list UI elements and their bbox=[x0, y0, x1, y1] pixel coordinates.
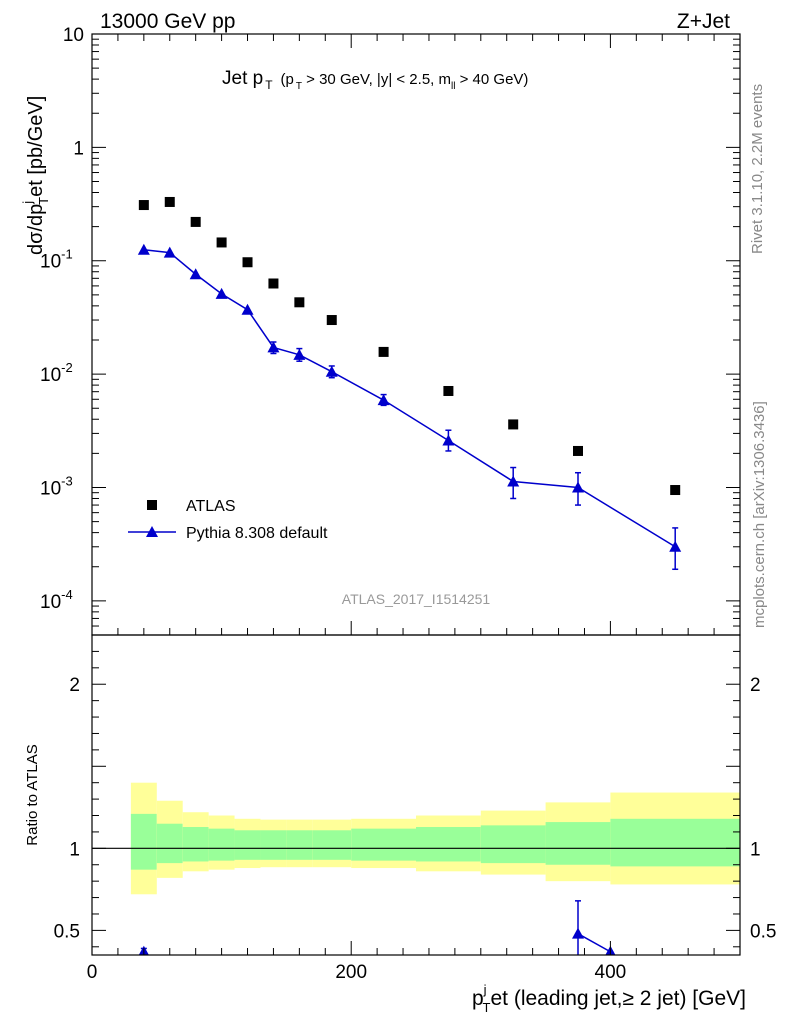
main-y-tick-label: 10-3 bbox=[40, 473, 73, 499]
title-cuts-b-sub: ll bbox=[451, 81, 455, 92]
title-cuts-c: > 40 GeV) bbox=[455, 71, 528, 88]
ratio-band-inner bbox=[156, 823, 183, 864]
ratio-y-tick-label-left: 0.5 bbox=[54, 921, 80, 942]
ratio-y-tick-label-right: 2 bbox=[750, 675, 761, 696]
legend-label-mc: Pythia 8.308 default bbox=[186, 525, 328, 542]
main-y-tick-label: 10-2 bbox=[40, 360, 73, 386]
mc-point bbox=[442, 434, 455, 446]
ratio-x-tick-label: 200 bbox=[335, 962, 367, 983]
atlas-point bbox=[242, 257, 253, 268]
side-label-rivet: Rivet 3.1.10, 2.2M events bbox=[749, 84, 766, 254]
atlas-point bbox=[443, 385, 454, 396]
plot-title: Jet p T (p T > 30 GeV, |y| < 2.5, mll > 40 … bbox=[222, 68, 528, 92]
atlas-point bbox=[508, 419, 519, 430]
mc-point bbox=[241, 303, 254, 315]
ratio-band-inner bbox=[260, 830, 287, 860]
mc-point bbox=[377, 394, 390, 406]
ratio-mc-group bbox=[138, 900, 616, 955]
ratio-band-inner bbox=[130, 813, 157, 870]
atlas-point bbox=[670, 485, 681, 496]
main-frame bbox=[91, 33, 741, 636]
title-main-sub: T bbox=[265, 78, 273, 92]
mc-point bbox=[293, 348, 306, 360]
ratio-mc-line bbox=[577, 933, 611, 953]
ratio-y-tick-label-left: 2 bbox=[69, 675, 80, 696]
mc-point bbox=[325, 365, 338, 377]
main-y-tick-label-base: 10 bbox=[40, 252, 61, 273]
ratio-band-inner bbox=[182, 827, 209, 862]
main-y-tick-label: 10-4 bbox=[40, 587, 73, 613]
legend-label-atlas: ATLAS bbox=[186, 498, 236, 515]
x-axis-title-post: et (leading jet,≥ 2 jet) [GeV] bbox=[491, 987, 747, 1010]
atlas-point bbox=[378, 346, 389, 357]
ratio-band-inner bbox=[312, 830, 352, 860]
ratio-x-tick-label: 0 bbox=[87, 962, 98, 983]
title-cuts-b: > 30 GeV, |y| < 2.5, m bbox=[302, 71, 451, 88]
main-y-tick-label-exp: -4 bbox=[61, 587, 73, 602]
atlas-point bbox=[326, 315, 337, 326]
main-y-tick-label: 1 bbox=[73, 138, 84, 159]
ratio-mc-point bbox=[572, 927, 584, 939]
y-axis-title-pre: dσ/dp bbox=[25, 204, 47, 255]
atlas-point bbox=[164, 196, 175, 207]
title-cuts-a: (p bbox=[281, 71, 294, 88]
mc-point bbox=[189, 268, 202, 280]
side-label-source: mcplots.cern.ch [arXiv:1306.3436] bbox=[751, 401, 768, 628]
x-axis-title-sup: j bbox=[483, 982, 487, 997]
title-cuts-a-sub: T bbox=[296, 81, 302, 92]
title-main: Jet p bbox=[222, 68, 263, 89]
mc-point bbox=[507, 475, 520, 487]
main-y-tick-label: 10-1 bbox=[40, 247, 73, 273]
mc-point bbox=[163, 246, 176, 258]
mc-point bbox=[572, 481, 584, 493]
main-y-tick-label: 10 bbox=[63, 25, 84, 46]
legend-marker-mc bbox=[146, 526, 158, 537]
header-left: 13000 GeV pp bbox=[100, 10, 235, 33]
analysis-label: ATLAS_2017_I1514251 bbox=[342, 591, 491, 607]
main-y-tick-label-base: 10 bbox=[40, 365, 61, 386]
mc-point bbox=[215, 287, 228, 299]
legend: ATLAS Pythia 8.308 default bbox=[128, 498, 328, 542]
atlas-point bbox=[138, 200, 149, 211]
ratio-band-inner bbox=[480, 825, 546, 864]
main-y-tick-label-base: 10 bbox=[40, 592, 61, 613]
mc-point bbox=[267, 341, 280, 353]
ratio-band-inner bbox=[545, 822, 611, 865]
ratio-band-inner bbox=[234, 830, 261, 860]
atlas-point bbox=[294, 297, 305, 308]
ratio-band-inner bbox=[351, 828, 416, 861]
main-y-tick-label-exp: -2 bbox=[61, 360, 73, 375]
y-axis-title-post: et [pb/GeV] bbox=[25, 96, 47, 197]
ratio-axis-title: Ratio to ATLAS bbox=[24, 744, 41, 845]
ratio-x-tick-label: 400 bbox=[595, 962, 627, 983]
mc-point bbox=[137, 243, 150, 255]
ratio-panel: 0 200 400 0.5 0.5 1 1 2 2 bbox=[54, 634, 776, 983]
y-axis-title-sup: j bbox=[20, 201, 35, 205]
header-right: Z+Jet bbox=[677, 10, 730, 33]
atlas-point bbox=[268, 278, 279, 289]
y-axis-title-sub: T bbox=[36, 197, 51, 205]
y-axis-title: dσ/dpjTet [pb/GeV] bbox=[20, 96, 51, 255]
x-axis-title: pj Tet (leading jet,≥ 2 jet) [GeV] bbox=[472, 982, 746, 1015]
atlas-point bbox=[573, 445, 583, 456]
main-y-tick-label-base: 10 bbox=[40, 478, 61, 499]
ratio-band-inner bbox=[610, 818, 740, 867]
atlas-point bbox=[216, 237, 227, 248]
x-axis-title-p: p bbox=[472, 987, 484, 1010]
x-axis-title-sub: T bbox=[483, 1000, 491, 1015]
ratio-y-tick-label-left: 1 bbox=[69, 839, 80, 860]
atlas-point bbox=[190, 216, 201, 227]
ratio-band-inner bbox=[416, 827, 481, 862]
ratio-frame bbox=[91, 634, 741, 956]
legend-marker-atlas bbox=[147, 500, 157, 510]
ratio-y-tick-label-right: 0.5 bbox=[750, 921, 776, 942]
main-y-tick-label-exp: -3 bbox=[61, 473, 73, 488]
mc-point bbox=[669, 540, 682, 552]
ratio-y-tick-label-right: 1 bbox=[750, 839, 761, 860]
main-y-tick-label-exp: -1 bbox=[61, 247, 73, 262]
ratio-band-inner bbox=[208, 828, 235, 861]
ratio-band-inner bbox=[286, 830, 313, 860]
